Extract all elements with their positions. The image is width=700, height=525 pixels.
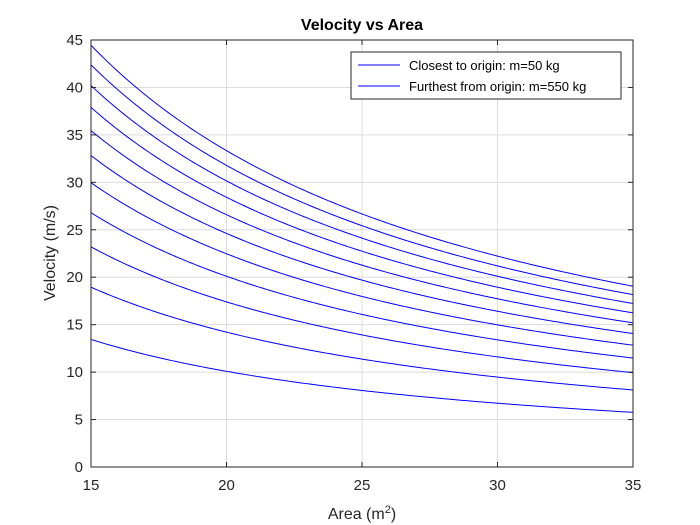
series-line-11 — [90, 44, 634, 287]
series-line-7 — [90, 130, 634, 324]
x-axis-label-suffix: ) — [391, 506, 396, 523]
legend-box — [350, 51, 622, 100]
series-line-6 — [90, 155, 634, 335]
x-tick-label: 30 — [489, 477, 506, 494]
y-tick-label: 15 — [66, 317, 83, 334]
x-axis-label-superscript: 2 — [385, 504, 391, 516]
chart-title: Velocity vs Area — [301, 17, 423, 34]
y-tick-label: 20 — [66, 269, 83, 286]
y-axis-label: Velocity (m/s) — [42, 205, 59, 301]
y-tick-label: 45 — [66, 32, 83, 49]
series-line-10 — [90, 64, 634, 296]
x-tick-label: 20 — [218, 477, 235, 494]
y-tick-label: 40 — [66, 79, 83, 96]
x-tick-label: 25 — [354, 477, 371, 494]
y-tick-label: 25 — [66, 222, 83, 239]
x-tick-label: 15 — [83, 477, 100, 494]
series-lines — [90, 44, 634, 413]
series-line-8 — [90, 106, 634, 314]
x-tick-label: 35 — [625, 477, 642, 494]
series-line-9 — [90, 85, 634, 305]
series-line-1 — [90, 338, 634, 413]
x-axis-label: Area (m2) — [328, 504, 396, 523]
x-axis-label-main: Area (m — [328, 506, 385, 523]
series-line-2 — [90, 286, 634, 391]
series-line-3 — [90, 246, 634, 374]
series-line-5 — [90, 182, 634, 346]
series-line-4 — [90, 212, 634, 359]
legend: Closest to origin: m=50 kg Furthest from… — [350, 51, 622, 100]
y-tick-label: 5 — [75, 412, 83, 429]
y-tick-label: 0 — [75, 459, 83, 476]
y-tick-label: 10 — [66, 364, 83, 381]
legend-entry-2: Furthest from origin: m=550 kg — [409, 79, 586, 94]
y-tick-label: 30 — [66, 174, 83, 191]
legend-entry-1: Closest to origin: m=50 kg — [409, 58, 560, 73]
axis-ticks: 15 20 25 30 35 0 5 10 15 20 25 30 35 40 45 — [66, 32, 641, 494]
y-tick-label: 35 — [66, 127, 83, 144]
